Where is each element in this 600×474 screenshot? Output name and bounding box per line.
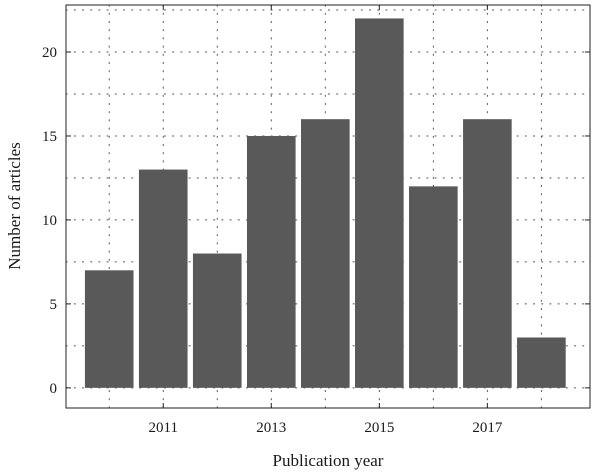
bars (84, 18, 566, 388)
bar-2012 (192, 253, 242, 388)
y-axis-label: Number of articles (5, 142, 24, 269)
bar-2015 (355, 18, 404, 388)
y-tick-label: 20 (42, 45, 57, 61)
x-tick-label: 2013 (256, 420, 286, 436)
axis-ticks: 0 5 10 15 20 2011 2013 2015 2017 (42, 5, 590, 436)
x-tick-label: 2017 (472, 420, 503, 436)
bar-2017 (463, 119, 512, 388)
bar-2011 (138, 169, 188, 388)
x-tick-label: 2015 (364, 420, 394, 436)
bar-2018 (517, 337, 566, 388)
x-axis-label: Publication year (273, 451, 384, 470)
y-tick-label: 10 (42, 213, 57, 229)
bar-2014 (300, 119, 350, 388)
x-tick-label: 2011 (149, 420, 178, 436)
bar-2013 (246, 135, 296, 388)
bar-2016 (409, 186, 458, 388)
y-tick-label: 15 (42, 129, 57, 145)
plot-frame (65, 4, 591, 409)
bar-2010 (84, 270, 134, 388)
y-tick-label: 0 (50, 381, 58, 397)
y-tick-label: 5 (50, 297, 58, 313)
